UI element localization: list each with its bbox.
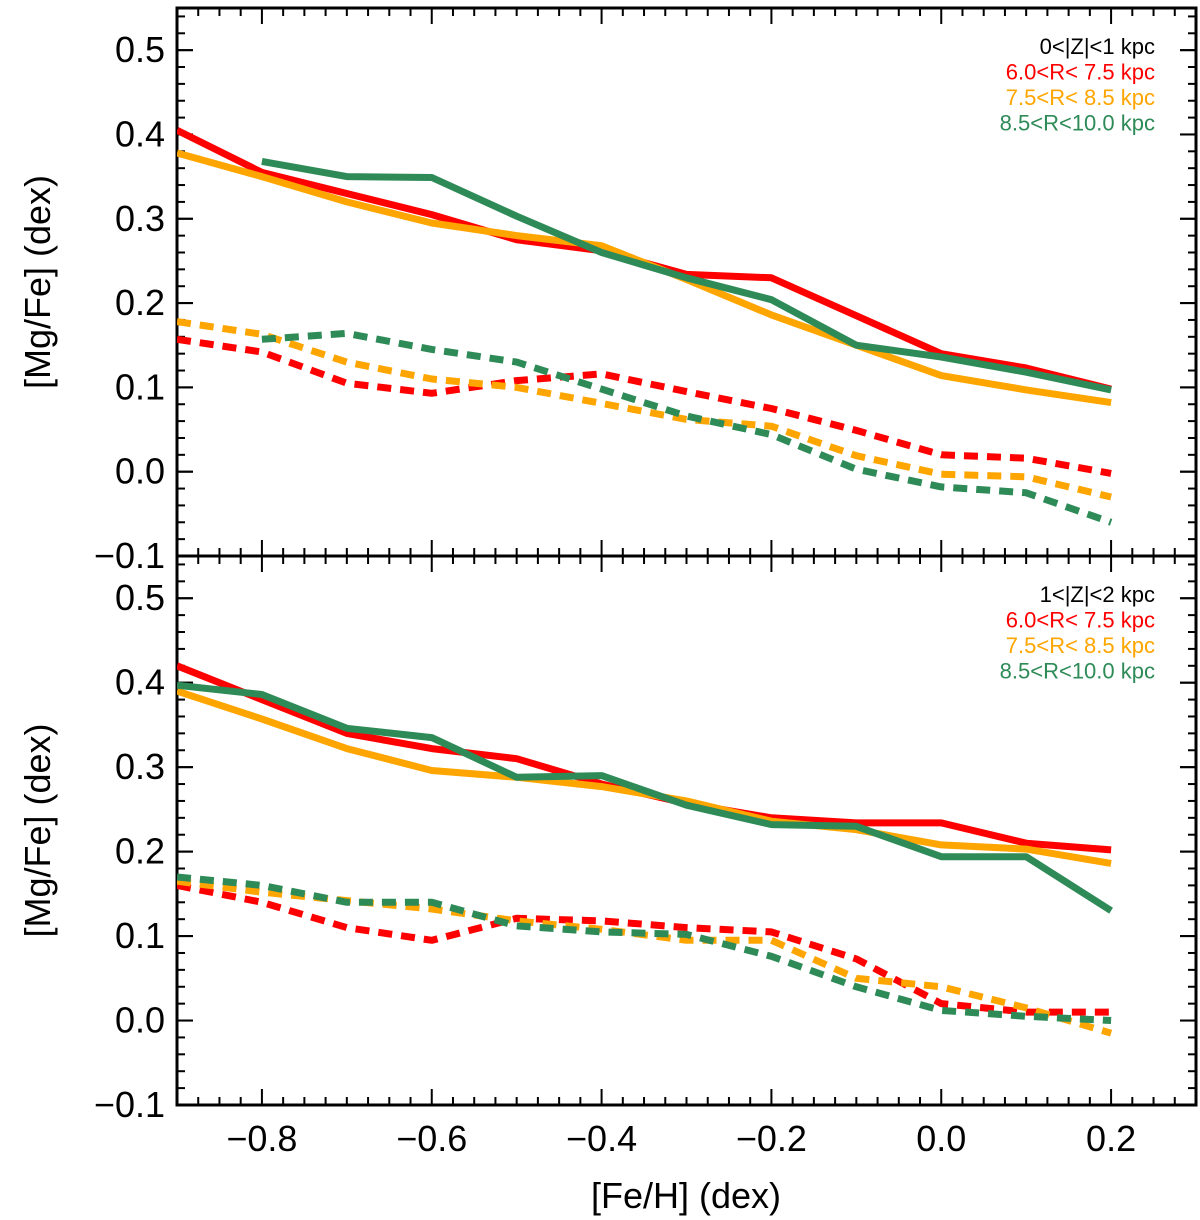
series-line [177,681,1113,914]
y-tick-label: −0.1 [94,1084,165,1125]
x-tick-label: −0.4 [566,1118,637,1159]
y-tick-label: 0.0 [115,1000,165,1041]
y-tick-label: 0.5 [115,577,165,618]
legend-entry: 7.5<R< 8.5 kpc [1006,85,1155,110]
legend-entry: 8.5<R<10.0 kpc [1000,111,1155,136]
x-tick-label: 0.0 [916,1118,966,1159]
legend-entry: 7.5<R< 8.5 kpc [1006,633,1155,658]
x-axis-title: [Fe/H] (dex) [591,1175,781,1216]
legend-title: 0<|Z|<1 kpc [1040,34,1155,59]
legend-entry: 8.5<R<10.0 kpc [1000,659,1155,684]
top-panel: 0.5 0.4 0.3 0.2 0.1 0.0 −0.1 [Mg/Fe] (dex) 0<|Z|… [17,6,1198,576]
x-tick-label: 0.2 [1086,1118,1136,1159]
y-tick-label: 0.0 [115,451,165,492]
legend-title: 1<|Z|<2 kpc [1040,582,1155,607]
series-group [177,662,1113,1037]
y-tick-label: 0.3 [115,198,165,239]
y-axis-title: [Mg/Fe] (dex) [17,723,58,937]
x-tick-label: −0.6 [396,1118,467,1159]
x-tick-label: −0.2 [736,1118,807,1159]
y-tick-label: 0.4 [115,113,165,154]
y-tick-label: 0.1 [115,366,165,407]
y-tick-label: 0.2 [115,831,165,872]
series-group [177,127,1113,526]
y-tick-label: 0.3 [115,746,165,787]
y-tick-label: 0.4 [115,662,165,703]
y-tick-label: 0.1 [115,915,165,956]
legend-entry: 6.0<R< 7.5 kpc [1006,60,1155,85]
series-line-dashed [177,873,1112,1024]
series-line [261,157,1112,394]
legend-entry: 6.0<R< 7.5 kpc [1006,608,1155,633]
y-tick-label: 0.5 [115,29,165,70]
y-tick-label: 0.2 [115,282,165,323]
bottom-panel: 0.5 0.4 0.3 0.2 0.1 0.0 −0.1 −0.8 −0.6 −0.4 −0.2 0.… [17,554,1198,1159]
y-axis-title: [Mg/Fe] (dex) [17,175,58,389]
series-line-dashed [261,329,1113,526]
y-tick-label: −0.1 [94,535,165,576]
series-line-dashed [177,335,1112,477]
x-tick-label: −0.8 [226,1118,297,1159]
